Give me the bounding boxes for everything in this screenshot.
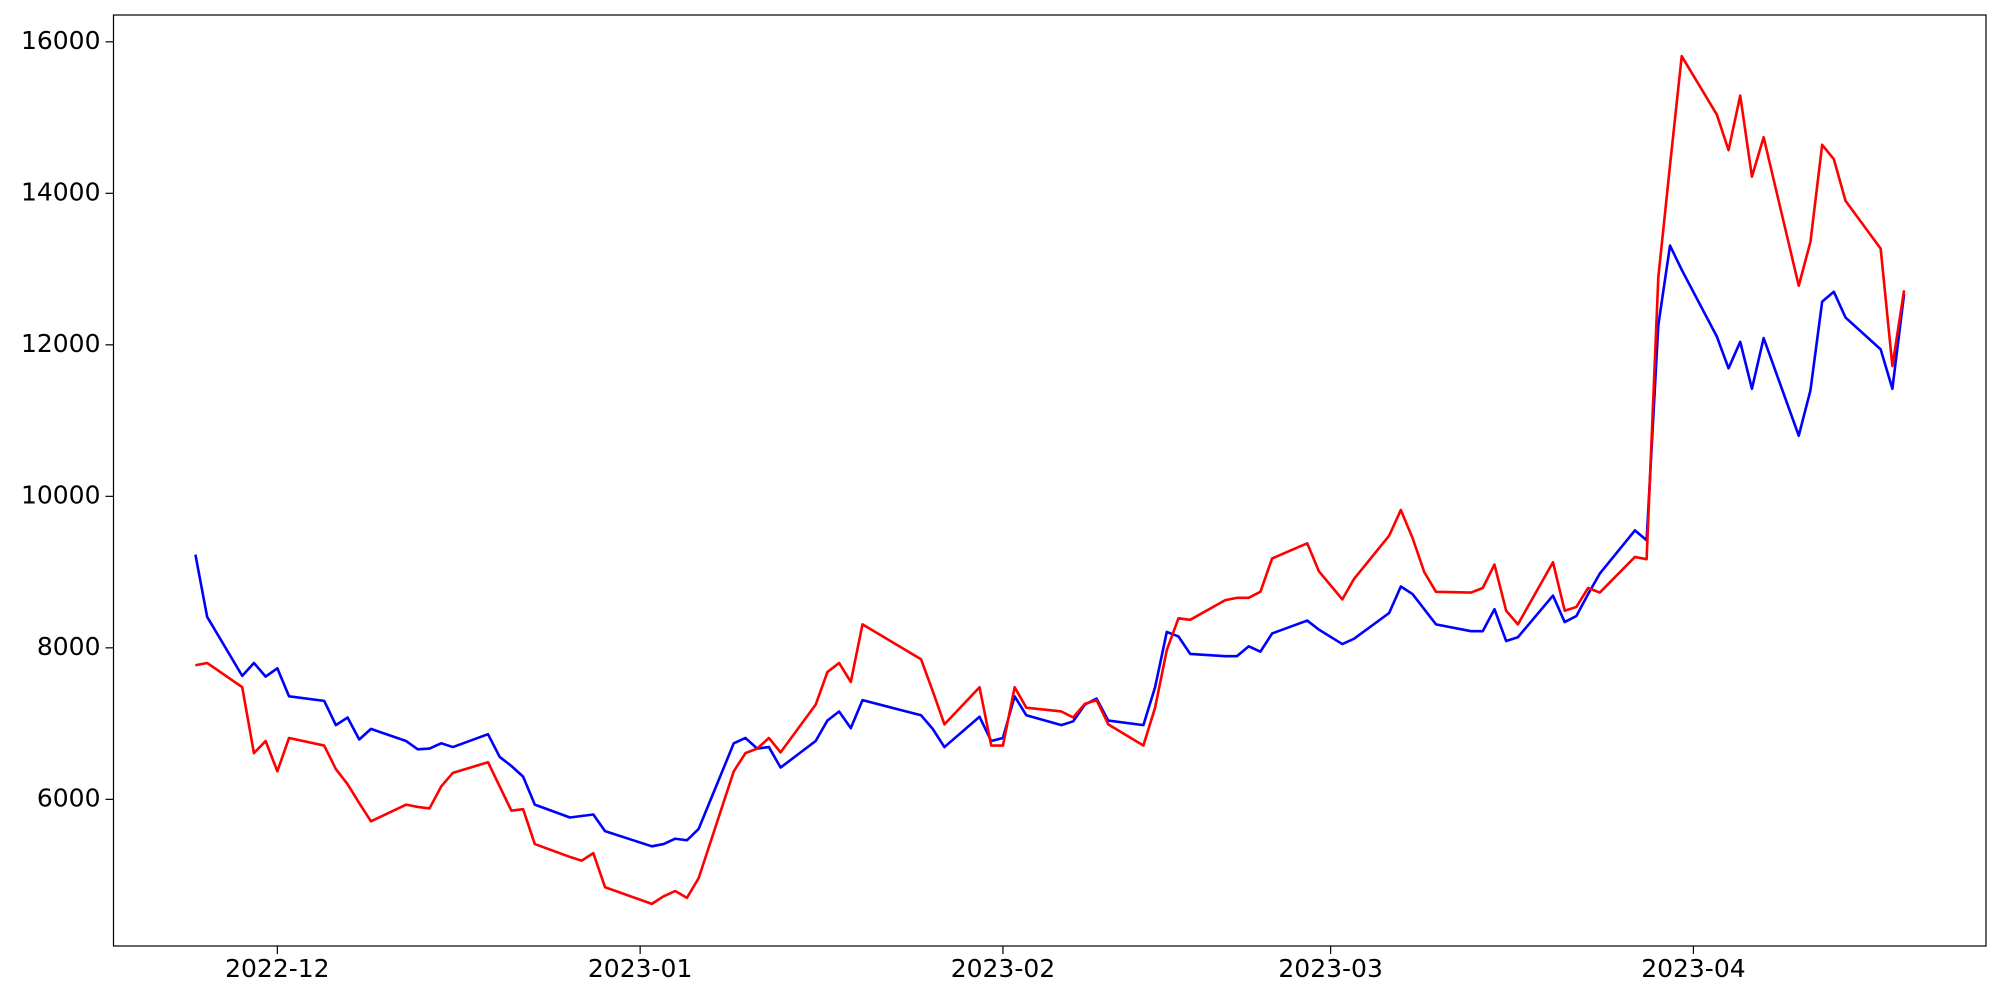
x-tick-label: 2022-12 <box>225 954 329 983</box>
y-tick-label: 6000 <box>37 783 101 812</box>
x-tick-label: 2023-01 <box>588 954 692 983</box>
line-series <box>194 244 1906 848</box>
y-tick-label: 14000 <box>21 177 101 206</box>
line-series <box>195 54 1906 906</box>
y-tick-label: 12000 <box>21 329 101 358</box>
x-tick-label: 2023-04 <box>1641 954 1745 983</box>
x-tick-label: 2023-03 <box>1278 954 1382 983</box>
plot-frame <box>112 14 1987 947</box>
y-tick-label: 8000 <box>37 632 101 661</box>
x-tick-label: 2023-02 <box>951 954 1055 983</box>
y-tick-label: 10000 <box>21 480 101 509</box>
y-tick-label: 16000 <box>21 26 101 55</box>
